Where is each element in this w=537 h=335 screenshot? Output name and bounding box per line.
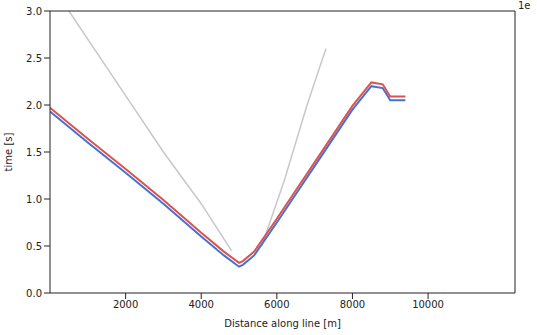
svg-text:0.0: 0.0 xyxy=(26,288,42,299)
svg-text:1.5: 1.5 xyxy=(26,147,42,158)
svg-text:0.5: 0.5 xyxy=(26,241,42,252)
svg-text:2000: 2000 xyxy=(113,299,138,310)
svg-text:8000: 8000 xyxy=(340,299,365,310)
svg-text:10000: 10000 xyxy=(412,299,444,310)
svg-text:2.0: 2.0 xyxy=(26,100,42,111)
svg-text:2.5: 2.5 xyxy=(26,53,42,64)
svg-text:1.0: 1.0 xyxy=(26,194,42,205)
svg-text:time [s]: time [s] xyxy=(3,133,14,172)
svg-text:Distance along line [m]: Distance along line [m] xyxy=(224,318,341,329)
svg-text:4000: 4000 xyxy=(188,299,213,310)
svg-text:3.0: 3.0 xyxy=(26,6,42,17)
svg-text:6000: 6000 xyxy=(264,299,289,310)
html-text:1e: 1e xyxy=(518,0,531,11)
